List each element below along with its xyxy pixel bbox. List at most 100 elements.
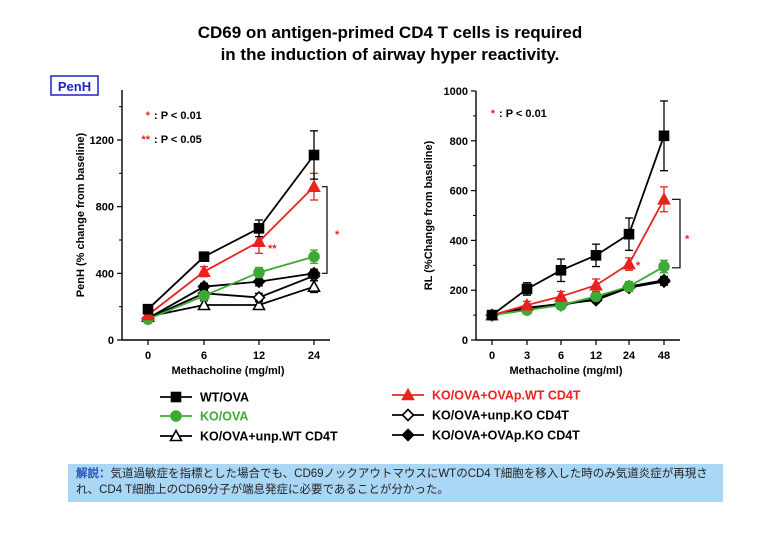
y-tick-label: 800	[450, 136, 468, 148]
data-point	[253, 266, 265, 279]
legend-marker	[401, 387, 415, 401]
y-tick-label: 1200	[90, 135, 114, 147]
significance-annotation: *	[636, 260, 641, 272]
summary-box: 解説：気道過敏症を指標とした場合でも、CD69ノックアウトマウスにWTのCD4 …	[68, 464, 723, 502]
x-tick-label: 12	[590, 350, 602, 362]
data-point	[658, 260, 670, 273]
data-point	[590, 250, 602, 261]
legend-item-ko-ova-unp-ko-cd4t: KO/OVA+unp.KO CD4T	[392, 408, 569, 423]
x-axis-label: Methacholine (mg/ml)	[509, 365, 622, 377]
data-point	[198, 251, 210, 262]
penh-badge: PenH	[50, 75, 99, 96]
significance-bracket	[672, 198, 681, 269]
x-tick-label: 6	[558, 350, 564, 362]
legend-label: KO/OVA+unp.WT CD4T	[200, 430, 338, 444]
data-point	[657, 192, 671, 205]
data-point	[197, 264, 211, 277]
data-point	[657, 273, 671, 287]
significance-text: : P < 0.01	[499, 108, 547, 120]
legend-label: KO/OVA+OVAp.KO CD4T	[432, 429, 580, 443]
series-ko-ova-unp-ko-cd4t	[141, 269, 321, 325]
y-tick-label: 800	[96, 202, 114, 214]
rl-chart: 0 200 400 600 800 1000 0 3 6 12 24 48 Methacholine (…	[423, 86, 690, 377]
data-point	[252, 275, 266, 289]
data-point	[623, 280, 635, 293]
significance-mark: **	[141, 134, 150, 146]
series-line	[147, 186, 315, 316]
data-point	[307, 179, 321, 192]
data-point	[252, 297, 266, 311]
legend-item-ko-ova-unp-wt-cd4t: KO/OVA+unp.WT CD4T	[160, 428, 338, 444]
series-ko-ova-unp-wt-cd4t	[141, 279, 321, 322]
figure-title-line-1: CD69 on antigen-primed CD4 T cells is re…	[198, 23, 582, 42]
legend-label: KO/OVA	[200, 410, 248, 424]
data-point	[623, 228, 635, 240]
significance-annotation: *	[685, 234, 690, 246]
legend-marker	[169, 428, 183, 442]
legend-label: WT/OVA	[200, 391, 249, 405]
series-line	[147, 255, 315, 320]
legend-marker	[170, 391, 182, 403]
data-point	[308, 250, 320, 263]
data-point	[555, 264, 567, 276]
y-tick-label: 1000	[444, 86, 468, 98]
x-tick-label: 3	[524, 350, 530, 362]
data-point	[142, 303, 154, 315]
data-point	[308, 149, 320, 161]
series-line	[491, 135, 665, 316]
data-point	[520, 297, 534, 311]
summary-lead: 解説：	[76, 468, 111, 480]
y-tick-label: 400	[96, 268, 114, 280]
y-axis-label: PenH (% change from baseline)	[75, 132, 87, 297]
x-tick-label: 0	[489, 350, 495, 362]
legend-item-wt-ova: WT/OVA	[160, 391, 249, 405]
series-line	[491, 198, 665, 316]
summary-text: 気道過敏症を指標とした場合でも、CD69ノックアウトマウスにWTのCD4 T細胞…	[76, 468, 708, 496]
series-wt-ova	[486, 100, 670, 321]
y-tick-label: 0	[108, 335, 114, 347]
data-point	[141, 307, 155, 321]
data-point	[198, 290, 210, 302]
legend-marker	[401, 408, 415, 422]
y-axis-label: RL (%Change from baseline)	[423, 140, 435, 290]
y-tick-label: 400	[450, 235, 468, 247]
data-point	[197, 297, 211, 311]
legend-label: KO/OVA+OVAp.WT CD4T	[432, 389, 581, 403]
x-tick-label: 12	[253, 350, 265, 362]
y-tick-label: 200	[450, 285, 468, 297]
significance-text: : P < 0.01	[154, 110, 202, 122]
data-point	[252, 234, 266, 247]
x-tick-label: 6	[201, 350, 207, 362]
series-ko-ova-ovap-wt-cd4t	[141, 172, 321, 321]
data-point	[589, 278, 603, 291]
x-tick-label: 24	[623, 350, 636, 362]
x-tick-label: 0	[145, 350, 151, 362]
legend-marker	[401, 428, 415, 442]
y-tick-label: 600	[450, 186, 468, 198]
penh-badge-box	[50, 75, 99, 96]
legend-marker	[170, 410, 182, 422]
significance-annotation: **	[268, 243, 277, 255]
significance-mark: *	[146, 110, 151, 122]
x-tick-label: 48	[658, 350, 670, 362]
data-point	[307, 266, 321, 280]
significance-text: : P < 0.05	[154, 134, 202, 146]
significance-bracket	[322, 186, 328, 274]
legend-label: KO/OVA+unp.KO CD4T	[432, 409, 569, 423]
data-point	[307, 279, 321, 292]
y-tick-label: 0	[462, 335, 468, 347]
series-line	[491, 265, 665, 316]
data-point	[253, 223, 265, 234]
series-line	[147, 274, 315, 320]
x-tick-label: 24	[308, 350, 321, 362]
series-line	[147, 154, 315, 310]
x-axis-label: Methacholine (mg/ml)	[171, 365, 284, 377]
data-point	[252, 290, 266, 305]
legend-item-ko-ova-ovap-ko-cd4t: KO/OVA+OVAp.KO CD4T	[392, 428, 580, 443]
significance-mark: *	[491, 108, 496, 120]
legend-item-ko-ova-ovap-wt-cd4t: KO/OVA+OVAp.WT CD4T	[392, 387, 581, 403]
data-point	[486, 309, 498, 321]
series-line	[491, 279, 665, 316]
legend: WT/OVA KO/OVA KO/OVA+unp.WT CD4T KO/OVA+OVA…	[160, 387, 581, 444]
